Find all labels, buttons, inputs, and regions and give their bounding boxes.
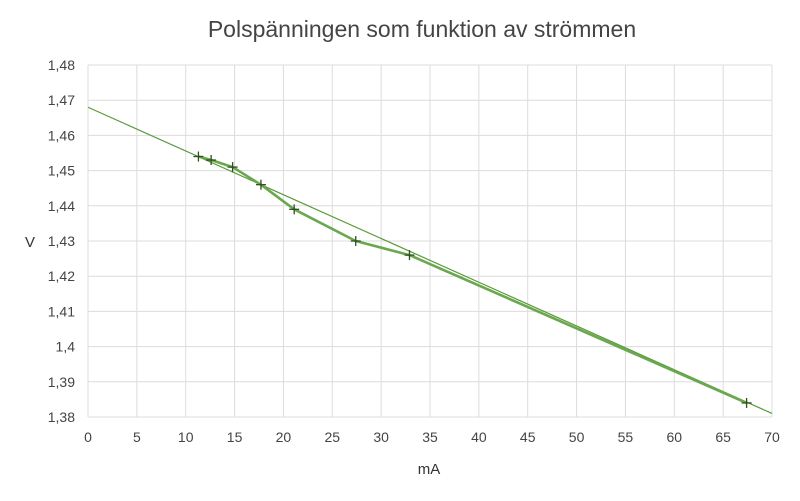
y-tick-label: 1,45	[48, 163, 75, 179]
y-tick-label: 1,39	[48, 374, 75, 390]
x-tick-label: 20	[276, 429, 292, 445]
x-tick-label: 10	[178, 429, 194, 445]
data-point	[193, 151, 204, 162]
x-tick-label: 5	[133, 429, 141, 445]
x-tick-label: 70	[764, 429, 780, 445]
data-point	[404, 250, 415, 261]
data-point	[255, 179, 266, 190]
x-tick-label: 50	[569, 429, 585, 445]
y-tick-label: 1,46	[48, 127, 75, 143]
y-tick-label: 1,38	[48, 409, 75, 425]
series-layer	[193, 151, 752, 408]
x-tick-label: 15	[227, 429, 243, 445]
data-point	[206, 155, 217, 166]
y-tick-label: 1,48	[48, 57, 75, 73]
series-line	[198, 155, 748, 405]
y-tick-label: 1,47	[48, 92, 75, 108]
y-axis-label: V	[25, 234, 35, 251]
x-tick-label: 65	[715, 429, 731, 445]
x-tick-label: 40	[471, 429, 487, 445]
grid	[87, 64, 773, 418]
x-axis-label: mA	[418, 461, 441, 478]
y-tick-label: 1,43	[48, 233, 75, 249]
data-point	[289, 204, 300, 215]
data-point	[227, 162, 238, 173]
x-tick-label: 25	[324, 429, 340, 445]
y-tick-label: 1,44	[48, 198, 75, 214]
y-tick-labels: 1,38 1,39 1,4 1,41 1,42 1,43 1,44 1,45 1,46 1,47 1…	[48, 57, 75, 425]
x-tick-label: 45	[520, 429, 536, 445]
x-tick-label: 30	[373, 429, 389, 445]
data-point	[350, 236, 361, 246]
x-tick-label: 60	[666, 429, 682, 445]
data-point	[741, 397, 752, 408]
x-tick-label: 55	[618, 429, 634, 445]
y-tick-label: 1,42	[48, 268, 75, 284]
y-tick-label: 1,4	[56, 339, 76, 355]
x-tick-label: 0	[84, 429, 92, 445]
y-tick-label: 1,41	[48, 303, 75, 319]
x-tick-labels: 0 5 10 15 20 25 30 35 40 45 50 55 60 65 70	[84, 429, 780, 445]
chart-title: Polspänningen som funktion av strömmen	[208, 16, 636, 42]
x-tick-label: 35	[422, 429, 438, 445]
